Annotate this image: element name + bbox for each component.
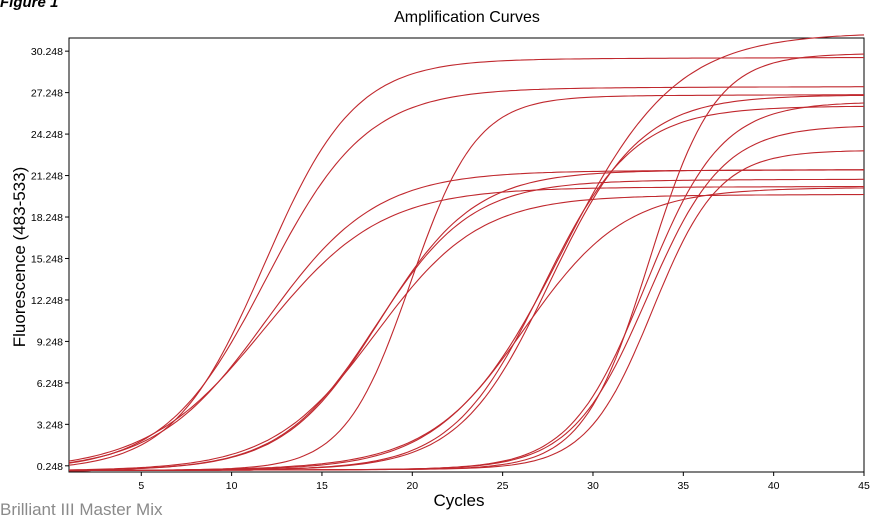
amplification-curve-14: [69, 102, 865, 472]
x-tick-label: 25: [497, 480, 509, 492]
x-axis-label: Cycles: [433, 491, 484, 510]
y-tick-label: 24.248: [31, 129, 63, 141]
amplification-curve-5: [69, 94, 864, 472]
figure-caption: Brilliant III Master Mix: [0, 500, 163, 519]
x-tick-label: 30: [587, 480, 599, 492]
x-tick-label: 15: [316, 480, 328, 492]
amplification-curve-4: [68, 185, 864, 462]
y-tick-label: 3.248: [37, 419, 63, 431]
y-tick-label: 21.248: [31, 171, 63, 183]
amplification-curve-7: [68, 178, 864, 471]
x-tick-label: 35: [677, 480, 689, 492]
x-tick-label: 5: [138, 480, 144, 492]
amplification-curve-6: [68, 169, 865, 471]
y-axis: 0.248 3.248 6.248 9.248 12.248 15.248 18.248 21…: [31, 46, 69, 473]
x-tick-label: 45: [858, 480, 870, 492]
amplification-curve-10: [69, 94, 864, 472]
x-axis: 5 10 15 20 25 30 35 40 45: [138, 472, 870, 492]
y-tick-label: 6.248: [37, 378, 63, 390]
y-tick-label: 9.248: [37, 336, 63, 348]
x-tick-label: 10: [226, 480, 238, 492]
y-tick-label: 0.248: [37, 461, 63, 473]
y-tick-label: 18.248: [31, 212, 63, 224]
amplification-curve-2: [68, 86, 864, 464]
y-tick-label: 12.248: [31, 295, 63, 307]
chart-title: Amplification Curves: [394, 9, 540, 26]
y-tick-label: 27.248: [31, 88, 63, 100]
amplification-curve-11: [69, 105, 864, 472]
amplification-curve-13: [69, 53, 865, 472]
x-tick-label: 20: [406, 480, 418, 492]
amplification-curve-16: [69, 150, 865, 472]
y-tick-label: 15.248: [31, 253, 63, 265]
curves-group: [68, 34, 865, 472]
figure-label: Figure 1: [0, 0, 59, 11]
plot-area: [68, 37, 865, 473]
y-tick-label: 30.248: [31, 46, 63, 58]
amplification-curve-12: [69, 187, 865, 472]
amplification-curve-8: [68, 193, 865, 471]
x-tick-label: 40: [768, 480, 780, 492]
y-axis-label: Fluorescence (483-533): [10, 167, 29, 347]
